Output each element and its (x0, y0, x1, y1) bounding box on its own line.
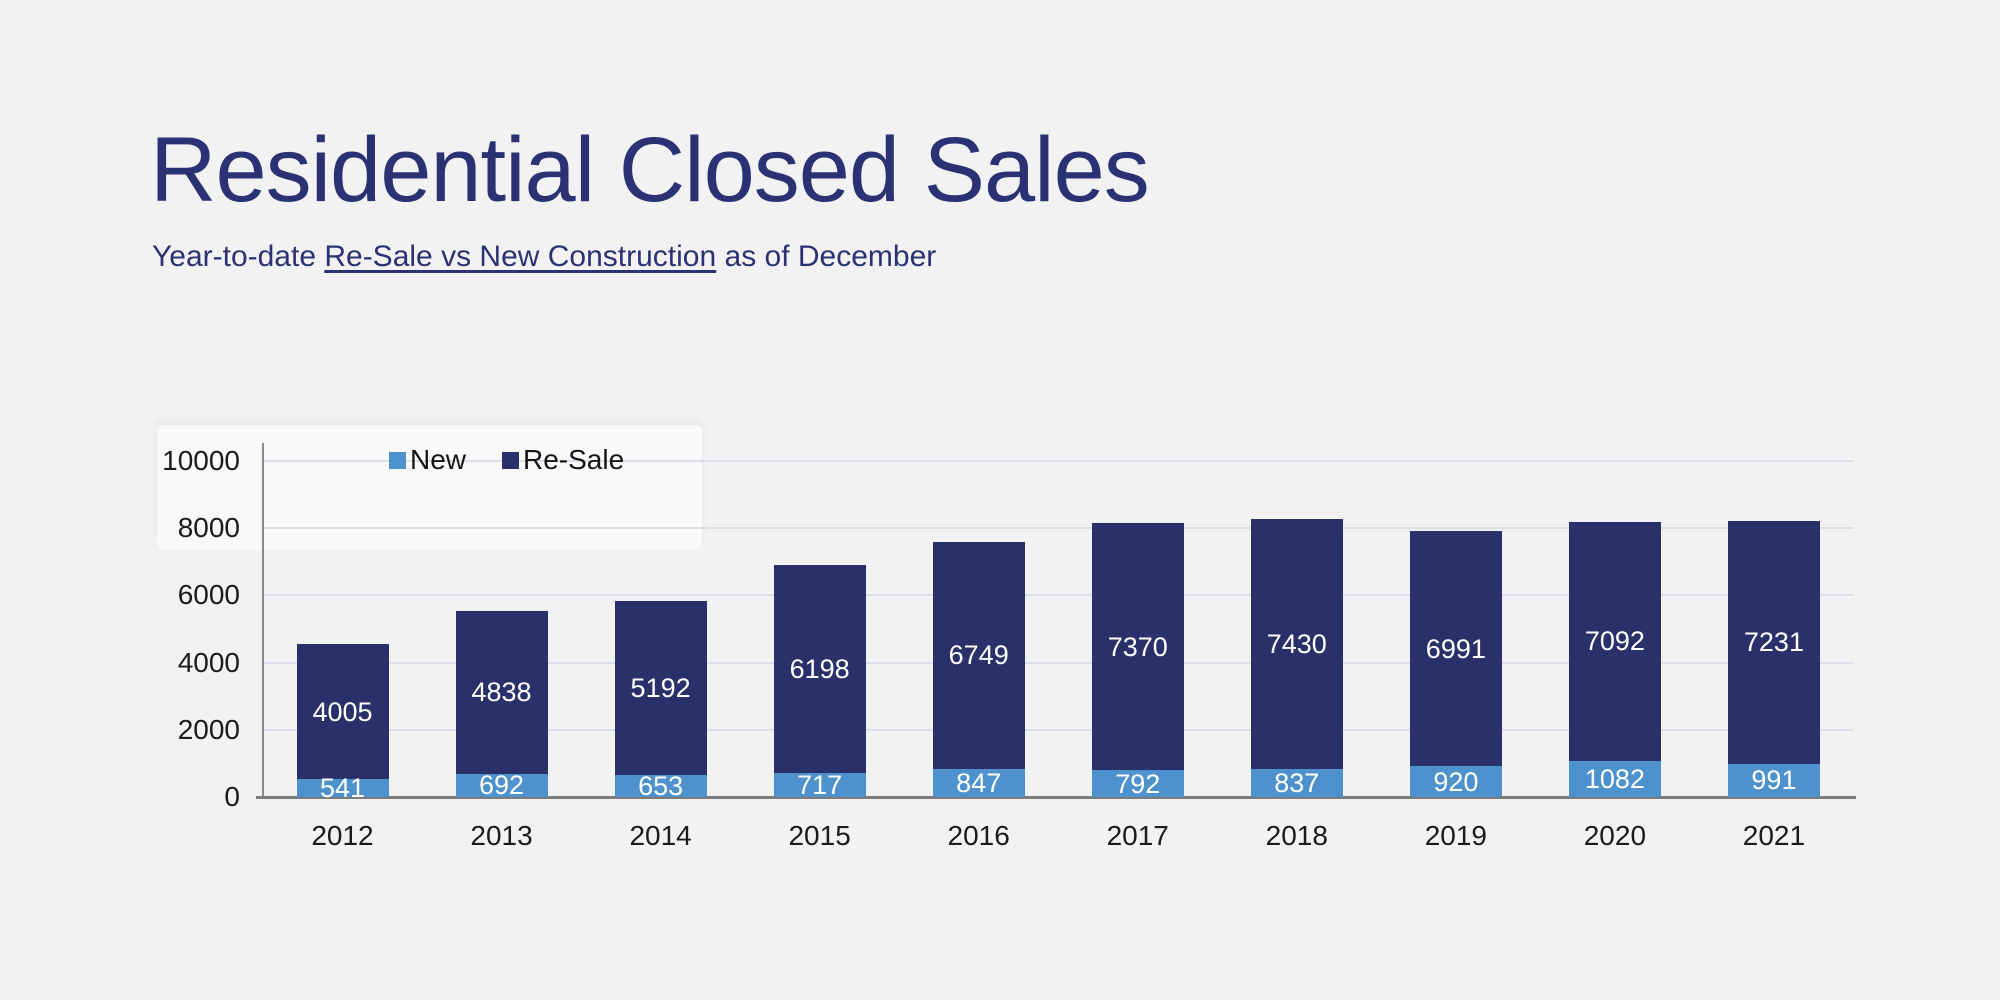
bar-2016-resale-segment (932, 541, 1025, 769)
bar-2015-resale-value: 6198 (789, 653, 850, 684)
bar-2020-new-value: 1082 (1584, 763, 1645, 794)
bar-2020-resale-segment (1568, 522, 1661, 761)
gridline-8000 (262, 527, 1853, 530)
bar-2015-new-segment (773, 772, 866, 797)
bar-2014-new-value: 653 (638, 771, 684, 802)
legend-item-new: New (389, 444, 466, 476)
bar-2013-resale-segment (455, 611, 548, 774)
x-axis-line (256, 796, 1856, 799)
bar-2018-resale-segment (1250, 519, 1343, 769)
x-axis-label-2019: 2019 (1424, 820, 1487, 851)
subtitle-prefix: Year-to-date (152, 240, 325, 273)
bar-2015-resale-segment (773, 564, 866, 773)
bar-2014-new-segment (614, 775, 707, 797)
page-title: Residential Closed Sales (150, 119, 1150, 221)
y-axis-label-8000: 8000 (177, 512, 240, 544)
x-axis-label-2021: 2021 (1742, 820, 1806, 851)
bar-2014-resale-segment (614, 600, 707, 776)
y-axis-label-0: 0 (224, 781, 240, 812)
bar-2018-new-segment (1250, 768, 1343, 797)
y-axis-label-6000: 6000 (177, 579, 240, 611)
x-axis-label-2016: 2016 (947, 820, 1010, 851)
bar-2021-new-value: 991 (1751, 765, 1797, 796)
gridline-10000 (262, 460, 1853, 462)
bar-2021-resale-value: 7231 (1743, 627, 1804, 658)
subtitle-suffix: as of December (716, 240, 937, 273)
bar-2015-new-value: 717 (797, 769, 843, 800)
legend-item-resale: Re-Sale (502, 444, 624, 476)
bar-2016-resale-value: 6749 (948, 640, 1009, 671)
x-axis-label-2012: 2012 (311, 820, 374, 851)
bar-2012-resale-value: 4005 (312, 696, 373, 727)
bar-2019-resale-value: 6991 (1425, 633, 1486, 664)
x-axis-label-2020: 2020 (1583, 820, 1647, 851)
x-axis-label-2018: 2018 (1265, 820, 1328, 851)
x-axis-label-2017: 2017 (1106, 820, 1169, 851)
legend-swatch-resale (502, 451, 520, 469)
bar-2018-new-value: 837 (1274, 767, 1320, 798)
bar-2013-new-segment (455, 773, 548, 797)
bar-2014-resale-value: 5192 (630, 672, 691, 703)
bar-2012-new-segment (296, 778, 389, 797)
bar-2017-new-segment (1091, 770, 1184, 797)
bar-2017-resale-value: 7370 (1107, 631, 1168, 662)
x-axis-label-2015: 2015 (788, 820, 851, 851)
x-axis-label-2014: 2014 (629, 820, 692, 851)
bar-2012-new-value: 541 (319, 772, 366, 803)
bar-2019-new-segment (1409, 766, 1502, 797)
bar-2021-new-segment (1727, 763, 1820, 797)
bar-2019-resale-segment (1409, 531, 1502, 767)
y-axis-label-2000: 2000 (177, 713, 240, 745)
bar-2013-new-value: 692 (479, 770, 525, 801)
subtitle-underlined-phrase: Re-Sale vs New Construction (324, 240, 717, 273)
bar-2017-new-value: 792 (1115, 768, 1161, 799)
bar-2020-resale-value: 7092 (1584, 626, 1645, 657)
gridline-2000 (262, 728, 1853, 731)
bar-2017-resale-segment (1091, 522, 1184, 771)
bar-2013-resale-value: 4838 (471, 677, 532, 708)
legend-label-resale: Re-Sale (523, 444, 625, 475)
y-axis-label-4000: 4000 (177, 646, 240, 678)
bar-2019-new-value: 920 (1433, 766, 1479, 797)
chart-legend: New Re-Sale (389, 444, 624, 476)
y-axis-label-10000: 10000 (162, 445, 240, 476)
legend-swatch-new (389, 451, 406, 469)
y-axis-line (262, 443, 264, 798)
bar-2020-new-segment (1568, 760, 1661, 797)
bar-2016-new-segment (932, 768, 1025, 797)
page-subtitle: Year-to-date Re-Sale vs New Construction… (152, 240, 936, 274)
bar-2016-new-value: 847 (956, 767, 1002, 798)
x-axis-label-2013: 2013 (470, 820, 533, 851)
gridline-4000 (262, 661, 1853, 664)
gridline-6000 (262, 594, 1853, 597)
legend-label-new: New (410, 444, 467, 475)
bar-2012-resale-segment (296, 644, 389, 779)
bar-2018-resale-value: 7430 (1266, 629, 1327, 660)
bar-2021-resale-segment (1727, 520, 1820, 764)
